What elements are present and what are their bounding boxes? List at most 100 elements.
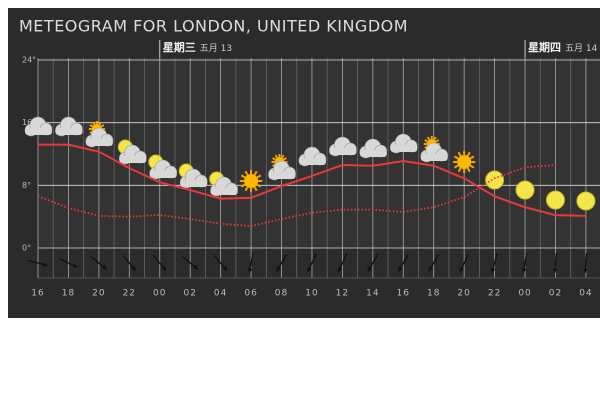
sun-ray — [466, 167, 471, 173]
wind-arrow — [307, 253, 317, 273]
sun-ray — [469, 164, 475, 169]
wind-head — [131, 265, 136, 271]
wind-head — [222, 265, 228, 271]
x-tick-label: 18 — [427, 289, 440, 299]
x-tick-label: 22 — [123, 289, 136, 299]
sun-ray — [283, 157, 287, 161]
sun-ray — [240, 183, 246, 188]
cloud-base — [359, 150, 387, 157]
weekday: 星期三 — [163, 40, 196, 54]
wind-head — [192, 264, 198, 270]
x-tick-label: 22 — [488, 289, 501, 299]
wind-arrow — [337, 253, 348, 273]
wind-arrow — [90, 256, 107, 270]
cloud-icon — [119, 144, 147, 165]
date: 五月 13 — [200, 43, 232, 54]
sun-ray — [274, 154, 278, 159]
sun-ray — [98, 121, 102, 126]
wind-arrow — [459, 253, 470, 273]
sun-ray — [281, 154, 285, 159]
y-tick-label: 24° — [22, 56, 36, 65]
x-tick-label: 00 — [518, 289, 531, 299]
cloud-icon — [149, 159, 178, 180]
wind-arrow — [490, 253, 498, 273]
wind-arrow — [367, 253, 379, 273]
x-tick-label: 04 — [579, 289, 592, 299]
sun-ray — [240, 174, 246, 179]
wind-arrow — [583, 252, 588, 274]
wind-head — [428, 266, 433, 272]
cloud-base — [119, 156, 147, 163]
cloud-icon — [420, 142, 449, 163]
x-tick-label: 06 — [244, 289, 257, 299]
line-series — [37, 164, 556, 227]
wind-arrow — [28, 259, 48, 267]
wind-arrow — [152, 254, 167, 272]
x-tick-label: 14 — [366, 289, 379, 299]
sun-ray — [256, 183, 262, 188]
sun-ray — [426, 136, 431, 141]
line-series — [38, 143, 586, 217]
wind-head — [276, 266, 281, 272]
sun-ray — [453, 155, 459, 160]
cloud-base — [180, 180, 208, 187]
sun-ray — [457, 151, 462, 157]
wind-arrow — [213, 254, 228, 272]
sun-ray — [253, 170, 258, 176]
moon-icon — [515, 180, 535, 200]
date: 五月 14 — [565, 43, 598, 54]
y-tick-label: 0° — [22, 244, 31, 253]
wind-head — [552, 268, 558, 273]
wind-head — [459, 267, 464, 273]
wind-head — [101, 264, 107, 270]
sun-ray — [469, 155, 475, 160]
wind-head — [247, 268, 253, 273]
sun-icon — [452, 150, 476, 174]
sun-ray — [457, 167, 462, 173]
sun-ray — [256, 174, 262, 179]
x-tick-label: 20 — [92, 289, 105, 299]
x-tick-label: 18 — [62, 289, 75, 299]
cloud-icon — [85, 127, 114, 148]
cloud-base — [85, 139, 113, 146]
cloud-icon — [329, 136, 357, 157]
wind-arrow — [521, 253, 528, 273]
cloud-base — [25, 128, 52, 135]
wind-head — [307, 267, 312, 273]
wind-arrow — [59, 258, 78, 268]
x-tick-label: 04 — [214, 289, 227, 299]
weekday: 星期四 — [528, 40, 561, 54]
cloud-base — [210, 188, 238, 195]
wind-head — [367, 266, 373, 272]
cloud-icon — [179, 168, 208, 189]
cloud-icon — [210, 176, 238, 197]
moon-icon — [485, 170, 505, 190]
cloud-base — [55, 128, 83, 135]
chart-title: METEOGRAM FOR LONDON, UNITED KINGDOM — [19, 17, 408, 36]
cloud-icon — [389, 133, 418, 154]
sun-disc — [244, 174, 259, 188]
wind-head — [42, 262, 48, 267]
wind-head — [398, 266, 403, 272]
x-tick-label: 00 — [153, 289, 166, 299]
wind-head — [72, 263, 78, 268]
x-tick-label: 16 — [31, 289, 44, 299]
x-tick-label: 08 — [275, 289, 288, 299]
day-label: 星期四 五月 14 — [528, 40, 598, 54]
wind-head — [521, 268, 527, 273]
day-label: 星期三 五月 13 — [163, 40, 232, 54]
sun-icon — [239, 169, 263, 193]
cloud-icon — [55, 116, 83, 137]
cloud-base — [420, 154, 448, 161]
wind-arrow — [275, 253, 288, 273]
cloud-icon — [24, 116, 53, 137]
wind-arrow — [552, 252, 558, 274]
cloud-base — [329, 148, 357, 155]
wind-head — [161, 265, 167, 271]
sun-ray — [435, 139, 440, 143]
sun-ray — [424, 139, 428, 143]
x-tick-label: 02 — [549, 289, 562, 299]
cloud-base — [149, 171, 177, 178]
sun-ray — [100, 124, 105, 128]
